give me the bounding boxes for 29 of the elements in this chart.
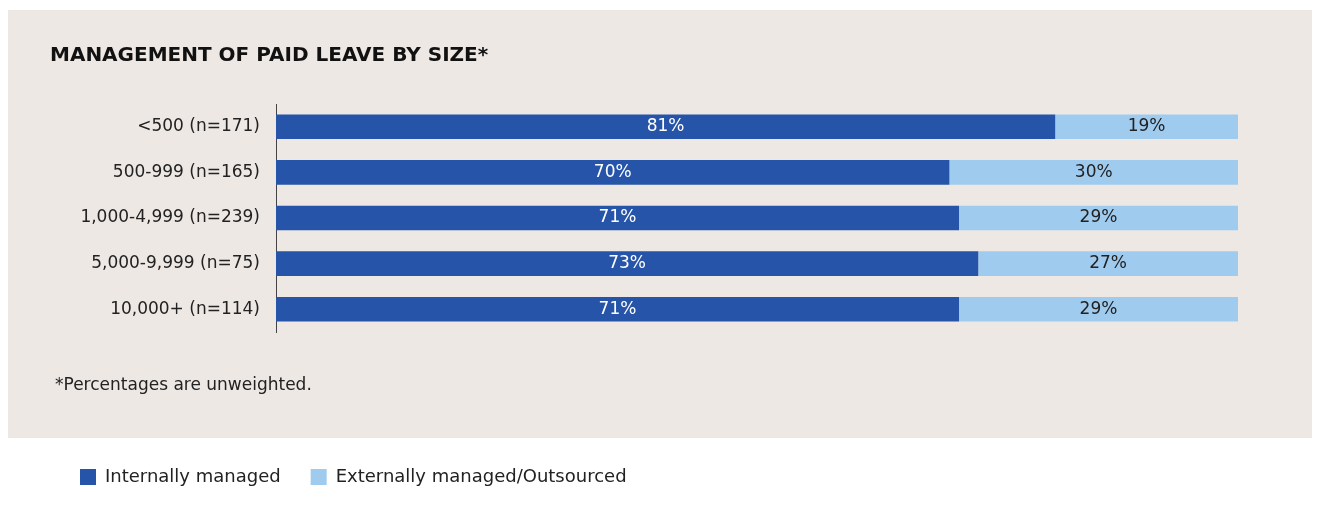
legend-label: Internally managed [105, 464, 281, 486]
data-label: 81% [646, 115, 685, 136]
y-tick-label: 1,000-4,999 (n=239) [80, 206, 260, 227]
y-tick-label: 5,000-9,999 (n=75) [91, 252, 260, 273]
bar [276, 296, 960, 322]
bar [959, 296, 1238, 322]
bar [978, 251, 1238, 276]
bar [959, 205, 1238, 231]
text: *Percentages are unweighted. [55, 374, 312, 395]
data-label: 29% [1079, 297, 1118, 318]
chart-title: MANAGEMENT OF PAID LEAVE BY SIZE* [50, 42, 489, 67]
bar [949, 160, 1238, 185]
data-label: 27% [1089, 252, 1128, 273]
data-label: 73% [608, 252, 647, 273]
y-tick-label: 500-999 (n=165) [112, 160, 260, 181]
data-label: 71% [598, 297, 637, 318]
data-label: 30% [1074, 160, 1113, 181]
data-label: 29% [1079, 206, 1118, 227]
legend-label: Externally managed/Outsourced [335, 464, 627, 486]
bar [276, 251, 979, 276]
bar [276, 205, 960, 231]
data-label: 71% [598, 206, 637, 227]
data-label: 70% [593, 160, 632, 181]
y-tick-label: 10,000+ (n=114) [110, 297, 260, 318]
y-tick-label: <500 (n=171) [137, 115, 260, 136]
data-label: 19% [1127, 115, 1166, 136]
bar [276, 114, 1056, 140]
bar [276, 160, 950, 185]
bar [1055, 114, 1238, 140]
